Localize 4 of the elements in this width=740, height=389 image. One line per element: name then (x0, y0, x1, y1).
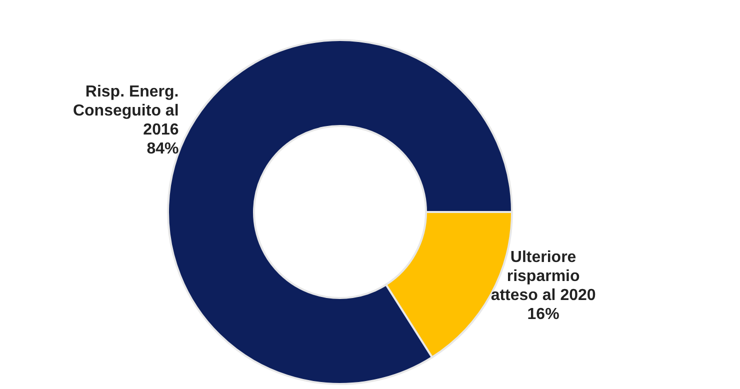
data-label: 16% (527, 306, 560, 323)
data-label: 84% (146, 140, 179, 158)
slice-label: Ulteriore risparmio atteso al 2020 (490, 248, 596, 304)
slice-label: Risp. Energ. Conseguito al 2016 (72, 83, 179, 138)
